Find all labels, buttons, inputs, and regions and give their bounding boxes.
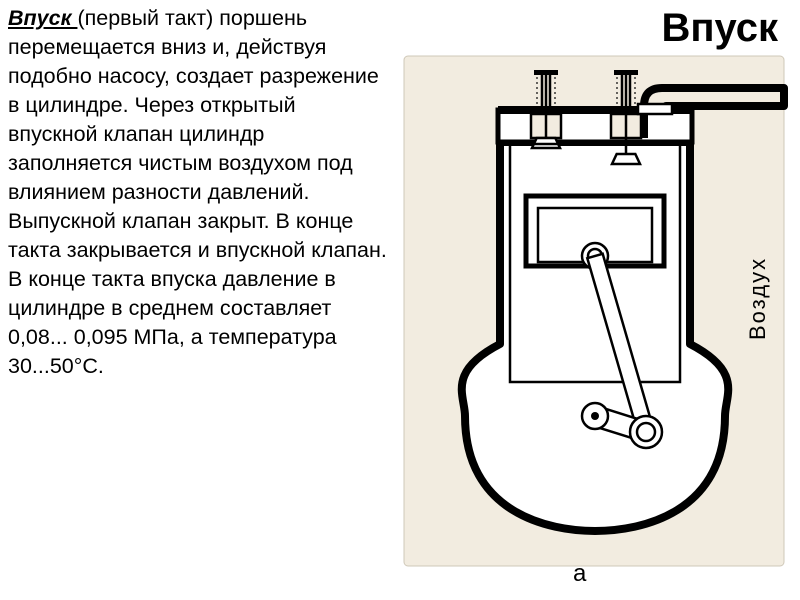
engine-diagram: [400, 36, 788, 572]
lead-word: Впуск: [8, 6, 77, 30]
figure-caption: a: [573, 560, 586, 588]
air-label: Воздух: [745, 257, 771, 340]
description-paragraph: Впуск (первый такт) поршень перемещается…: [8, 4, 388, 381]
paragraph-body: (первый такт) поршень перемещается вниз …: [8, 6, 387, 378]
engine-svg: [400, 36, 788, 572]
